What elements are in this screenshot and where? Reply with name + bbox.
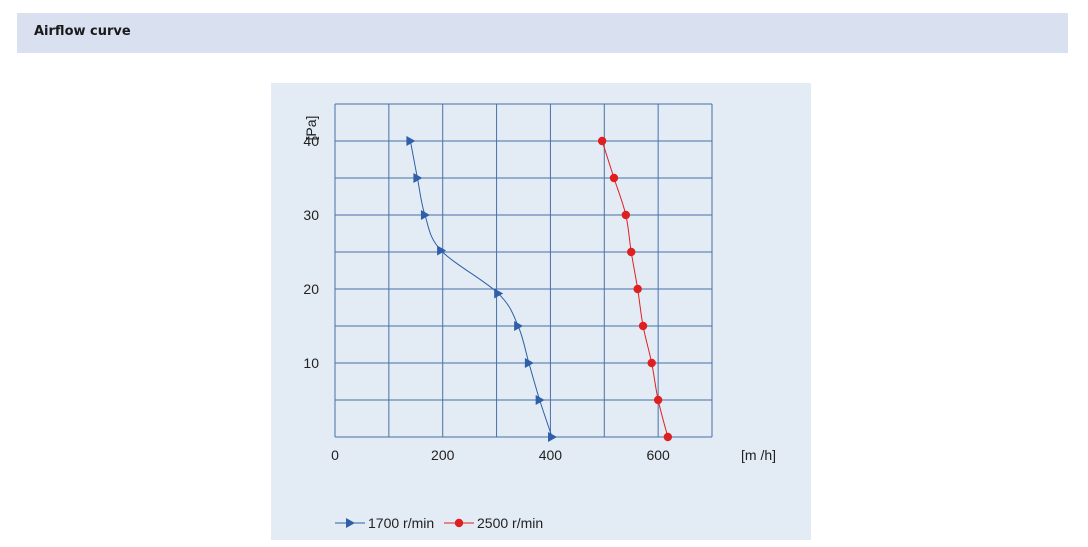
legend-label-1: 1700 r/min [368, 515, 434, 531]
data-point-series-2 [663, 432, 673, 442]
y-tick-label: 30 [303, 207, 319, 223]
data-point-series-2 [647, 358, 656, 368]
x-tick-label: 600 [646, 447, 670, 463]
x-tick-label: 200 [431, 447, 455, 463]
data-point-series-2 [653, 395, 663, 405]
data-point-series-1 [494, 288, 504, 299]
section-title: Airflow curve [34, 24, 131, 39]
data-point-series-2 [597, 136, 607, 146]
data-point-series-1 [514, 321, 524, 331]
x-tick-label: 0 [331, 447, 339, 463]
data-point-series-1 [413, 173, 423, 183]
airflow-chart-panel: 0 200 400 600 10 20 30 40 [m /h] [Pa] 1700 r/min 2… [271, 83, 811, 540]
data-point-series-1 [548, 432, 558, 442]
legend-label-2: 2500 r/min [477, 515, 543, 531]
x-axis-label: [m /h] [741, 447, 776, 463]
y-tick-label: 40 [303, 133, 319, 149]
data-point-series-2 [638, 321, 648, 331]
data-point-series-2 [609, 173, 619, 183]
x-tick-label: 400 [539, 447, 563, 463]
y-tick-label: 10 [303, 355, 319, 371]
legend-marker-1 [346, 518, 355, 528]
section-header: Airflow curve [17, 13, 1068, 53]
airflow-chart: 0 200 400 600 10 20 30 40 [m /h] [Pa] 1700 r/min 2… [303, 103, 776, 531]
data-point-series-2 [621, 210, 631, 220]
data-point-series-2 [633, 284, 642, 294]
data-point-series-1 [420, 210, 430, 220]
data-point-series-1 [524, 358, 534, 368]
data-point-series-1 [535, 395, 545, 405]
data-point-series-2 [627, 247, 636, 257]
y-tick-label: 20 [303, 281, 319, 297]
y-axis-label: [Pa] [303, 116, 319, 141]
legend-marker-2 [454, 518, 464, 528]
data-point-series-1 [406, 136, 416, 146]
data-point-series-1 [437, 245, 447, 256]
